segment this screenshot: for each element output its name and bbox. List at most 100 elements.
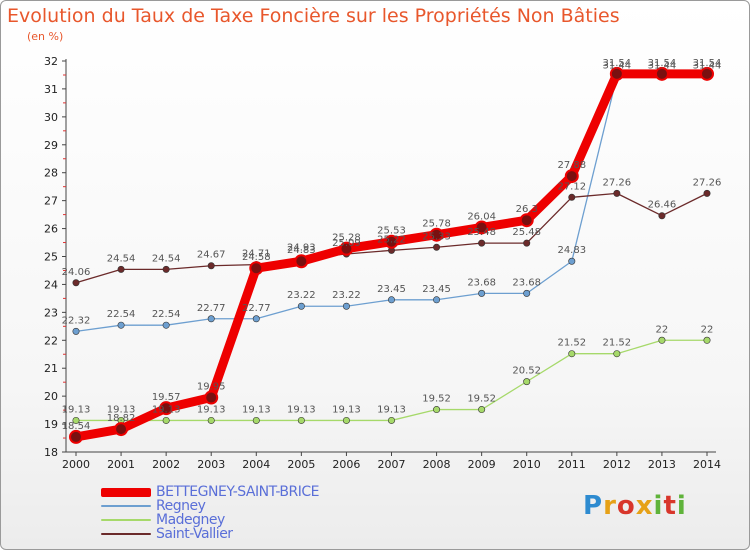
- data-point: [523, 378, 531, 386]
- data-point: [613, 350, 621, 358]
- data-point: [72, 327, 80, 335]
- data-point: [117, 265, 125, 273]
- data-point: [474, 220, 489, 235]
- x-tick-label: 2013: [648, 458, 676, 471]
- data-label: 22.54: [107, 309, 136, 320]
- x-tick-label: 2008: [423, 458, 451, 471]
- data-point: [703, 336, 711, 344]
- x-tick-label: 2002: [152, 458, 180, 471]
- data-point: [252, 416, 260, 424]
- data-label: 24.06: [62, 267, 91, 278]
- data-label: 19.13: [62, 404, 91, 415]
- data-point: [523, 239, 531, 247]
- data-label: 23.68: [467, 277, 496, 288]
- x-tick-label: 2000: [62, 458, 90, 471]
- data-label: 25.48: [467, 227, 496, 238]
- legend-label: Saint-Vallier: [156, 526, 233, 542]
- data-label: 22.32: [62, 315, 91, 326]
- legend-swatch: [101, 505, 151, 507]
- data-point: [342, 416, 350, 424]
- data-label: 22.77: [197, 303, 226, 314]
- data-point: [294, 254, 309, 269]
- data-label: 24.54: [107, 253, 136, 264]
- data-label: 19.57: [152, 392, 181, 403]
- y-tick-label: 30: [44, 111, 58, 124]
- data-point: [703, 189, 711, 197]
- data-label: 19.13: [107, 404, 136, 415]
- data-label: 19.95: [197, 382, 226, 393]
- data-label: 23.45: [377, 284, 406, 295]
- y-tick-label: 25: [44, 251, 58, 264]
- x-tick-label: 2010: [513, 458, 541, 471]
- data-point: [568, 257, 576, 265]
- data-label: 24.83: [557, 245, 586, 256]
- data-label: 19.13: [152, 404, 181, 415]
- x-tick-label: 2005: [287, 458, 315, 471]
- data-label: 23.68: [512, 277, 541, 288]
- data-point: [159, 401, 174, 416]
- data-label: 24.71: [242, 249, 271, 260]
- y-tick-label: 27: [44, 195, 58, 208]
- data-point: [207, 262, 215, 270]
- x-tick-label: 2006: [332, 458, 360, 471]
- data-point: [429, 227, 444, 242]
- data-label: 19.13: [332, 404, 361, 415]
- data-label: 20.52: [512, 366, 541, 377]
- data-label: 22.77: [242, 303, 271, 314]
- y-tick-label: 22: [44, 334, 58, 347]
- x-tick-label: 2003: [197, 458, 225, 471]
- y-tick-label: 32: [44, 55, 58, 68]
- data-label: 27.26: [603, 177, 632, 188]
- x-tick-label: 2004: [242, 458, 270, 471]
- data-point: [204, 390, 219, 405]
- data-point: [519, 213, 534, 228]
- data-point: [162, 265, 170, 273]
- y-tick-label: 19: [44, 418, 58, 431]
- data-point: [609, 66, 624, 81]
- data-point: [72, 279, 80, 287]
- legend-swatch: [101, 519, 151, 521]
- y-tick-label: 20: [44, 390, 58, 403]
- data-label: 22: [656, 324, 669, 335]
- data-point: [478, 239, 486, 247]
- x-tick-label: 2014: [693, 458, 721, 471]
- x-tick-label: 2001: [107, 458, 135, 471]
- data-label: 24.67: [197, 250, 226, 261]
- data-point: [387, 296, 395, 304]
- data-label: 27.88: [557, 160, 586, 171]
- y-tick-label: 24: [44, 278, 58, 291]
- x-tick-label: 2011: [558, 458, 586, 471]
- legend-swatch: [101, 533, 151, 535]
- data-label: 25.78: [422, 219, 451, 230]
- legend-label: Madegney: [156, 512, 225, 528]
- data-point: [568, 193, 576, 201]
- data-point: [523, 289, 531, 297]
- data-point: [297, 416, 305, 424]
- proxiti-logo: Proxiti: [583, 491, 687, 521]
- chart-title: Evolution du Taux de Taxe Foncière sur l…: [7, 5, 620, 27]
- data-point: [700, 66, 714, 81]
- x-tick-label: 2009: [468, 458, 496, 471]
- data-point: [478, 289, 486, 297]
- data-point: [297, 302, 305, 310]
- data-label: 18.54: [62, 421, 91, 432]
- y-tick-label: 23: [44, 306, 58, 319]
- data-label: 26.3: [516, 204, 538, 215]
- data-point: [658, 212, 666, 220]
- data-label: 31.44: [648, 61, 677, 72]
- data-point: [658, 336, 666, 344]
- data-label: 26.46: [648, 200, 677, 211]
- data-label: 24.83: [287, 245, 316, 256]
- chart-unit-label: (en %): [27, 30, 64, 43]
- data-label: 25.48: [512, 227, 541, 238]
- x-tick-label: 2012: [603, 458, 631, 471]
- data-label: 19.13: [287, 404, 316, 415]
- data-label: 24.54: [152, 253, 181, 264]
- data-label: 21.52: [603, 338, 632, 349]
- data-label: 19.52: [467, 394, 496, 405]
- data-label: 27.26: [693, 177, 722, 188]
- data-point: [478, 406, 486, 414]
- data-point: [114, 422, 129, 437]
